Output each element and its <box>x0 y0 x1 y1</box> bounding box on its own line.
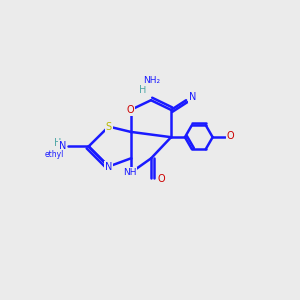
Text: O: O <box>127 105 134 115</box>
Text: N: N <box>189 92 196 102</box>
Text: H: H <box>54 138 62 148</box>
Text: NH₂: NH₂ <box>144 76 161 85</box>
Text: N: N <box>105 161 112 172</box>
Text: NH: NH <box>123 168 136 177</box>
Text: O: O <box>226 131 234 141</box>
Text: S: S <box>106 122 112 132</box>
Text: N: N <box>58 141 66 152</box>
Text: ethyl: ethyl <box>45 150 64 159</box>
Text: H: H <box>139 85 147 95</box>
Text: O: O <box>158 174 165 184</box>
